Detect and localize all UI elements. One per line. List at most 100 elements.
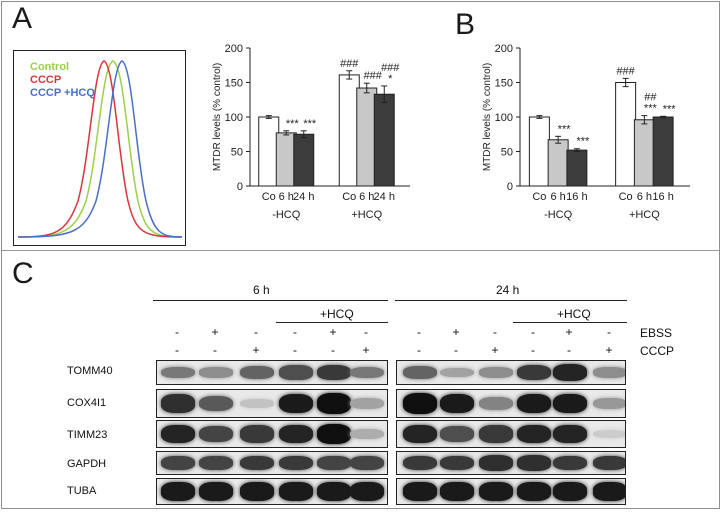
ebss-sign: +	[211, 325, 219, 339]
bar	[566, 149, 588, 187]
blot-band	[161, 482, 195, 501]
panel-letter-a: A	[12, 2, 33, 35]
blot-band	[279, 365, 313, 380]
bar	[652, 116, 674, 187]
blot-band	[517, 393, 551, 414]
significance-label: ###	[616, 65, 635, 77]
ebss-sign: +	[452, 325, 460, 339]
cccp-sign: +	[362, 343, 370, 357]
significance-label: ***	[303, 118, 317, 130]
y-tick-label: 100	[225, 112, 243, 124]
blot-band	[553, 482, 587, 501]
blot-band	[279, 393, 313, 414]
histogram-curve-cccp	[17, 60, 183, 238]
significance-label: ***	[558, 123, 572, 135]
ebss-sign: -	[607, 325, 611, 339]
bar	[293, 133, 315, 187]
blot-band	[240, 366, 274, 379]
blot-band	[199, 395, 233, 412]
hcq-header-24h: +HCQ	[557, 307, 591, 321]
blot-band	[403, 482, 437, 501]
panel-letter-c: C	[12, 257, 34, 290]
blot-band	[517, 364, 551, 381]
ebss-label: EBSS	[640, 326, 673, 340]
blot-band	[350, 366, 384, 379]
bar	[528, 116, 550, 187]
y-axis-label: MTDR levels (% control)	[482, 63, 493, 171]
cccp-sign: -	[175, 343, 179, 357]
blot-band	[403, 424, 437, 444]
blot-band	[279, 455, 313, 471]
blot-band	[479, 367, 513, 378]
blot-band	[517, 482, 551, 501]
blot-band	[403, 393, 437, 414]
legend-control: Control	[30, 61, 70, 73]
panel-letter-b: B	[455, 8, 476, 41]
blot-band	[479, 425, 513, 443]
blot-band	[479, 396, 513, 411]
blot-band	[199, 367, 233, 378]
y-tick-label: 200	[495, 43, 513, 55]
blot-strip-tuba	[396, 478, 626, 505]
x-tick-label: 6 h	[550, 191, 565, 203]
ebss-sign: -	[175, 325, 179, 339]
blot-band	[161, 455, 195, 471]
ebss-sign: -	[293, 325, 297, 339]
blot-band	[240, 455, 274, 471]
x-tick-label: 6 h	[279, 191, 294, 203]
y-axis-label: MTDR levels (% control)	[212, 63, 223, 171]
x-tick-label: 16 h	[652, 191, 673, 203]
bar	[373, 93, 395, 187]
significance-label: *	[388, 73, 393, 85]
blot-strip-tuba	[156, 478, 388, 505]
blot-band	[440, 482, 474, 501]
x-tick-label: Co	[532, 191, 546, 203]
blot-band	[350, 482, 384, 501]
blot-band	[553, 424, 587, 444]
blot-band	[440, 393, 474, 414]
blot-band	[350, 397, 384, 410]
blot-band	[553, 455, 587, 471]
histogram-curves	[17, 60, 183, 238]
ebss-sign: -	[493, 325, 497, 339]
protein-label-tuba: TUBA	[67, 485, 97, 497]
legend-cccp: CCCP	[30, 74, 62, 86]
blot-band	[517, 424, 551, 444]
flow-histogram	[13, 50, 186, 246]
blot-band	[199, 425, 233, 443]
x-tick-label: 24 h	[374, 191, 395, 203]
y-tick-label: 0	[507, 181, 513, 193]
blot-band	[593, 429, 625, 439]
cccp-sign: +	[605, 343, 613, 357]
histogram-curve-control	[17, 60, 183, 238]
group-label: -HCQ	[272, 209, 301, 221]
blot-band	[517, 455, 551, 471]
ebss-sign: +	[329, 325, 337, 339]
blot-band	[403, 455, 437, 471]
significance-label: ###	[364, 70, 383, 82]
ebss-sign: +	[565, 325, 573, 339]
blot-band	[350, 428, 384, 440]
y-tick-label: 0	[237, 181, 243, 193]
histogram-curve-cccp-hcq	[17, 60, 183, 238]
blot-band	[479, 455, 513, 471]
legend-cccp-hcq: CCCP +HCQ	[30, 87, 95, 99]
blot-strip-gapdh	[396, 451, 626, 475]
ebss-sign: -	[364, 325, 368, 339]
protein-label-tomm40: TOMM40	[67, 365, 113, 377]
blot-band	[350, 455, 384, 471]
time-header-24h: 24 h	[496, 283, 520, 297]
hcq-header-6h: +HCQ	[320, 307, 354, 321]
significance-label: ***	[644, 103, 658, 115]
bar	[547, 139, 569, 187]
y-tick-label: 200	[225, 43, 243, 55]
blot-band	[403, 366, 437, 379]
bar	[633, 119, 655, 187]
y-tick-label: 50	[501, 147, 513, 159]
blot-band	[240, 425, 274, 443]
blot-band	[317, 482, 351, 501]
blot-band	[440, 455, 474, 471]
significance-label: ###	[340, 58, 359, 70]
blot-band	[593, 482, 625, 501]
